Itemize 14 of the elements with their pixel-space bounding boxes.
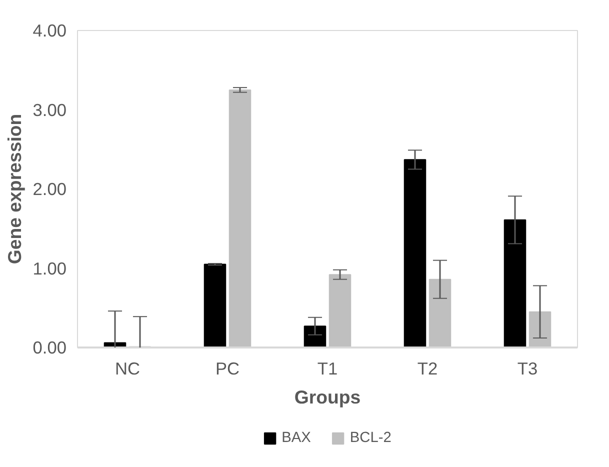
x-tick-label: T1: [317, 358, 338, 378]
x-tick-label: T3: [517, 358, 538, 378]
legend-label: BCL-2: [350, 430, 392, 446]
y-tick-label: 0.00: [32, 338, 67, 358]
y-tick-label: 1.00: [32, 258, 67, 278]
x-axis-title: Groups: [294, 386, 361, 408]
x-tick-label: T2: [417, 358, 438, 378]
y-tick-label: 4.00: [32, 20, 67, 40]
y-axis-title: Gene expression: [4, 114, 25, 264]
x-tick-label: PC: [215, 358, 240, 378]
x-tick-label: NC: [114, 358, 140, 378]
y-tick-label: 3.00: [32, 100, 67, 120]
y-tick-label: 2.00: [32, 179, 67, 199]
legend-label: BAX: [282, 430, 311, 446]
